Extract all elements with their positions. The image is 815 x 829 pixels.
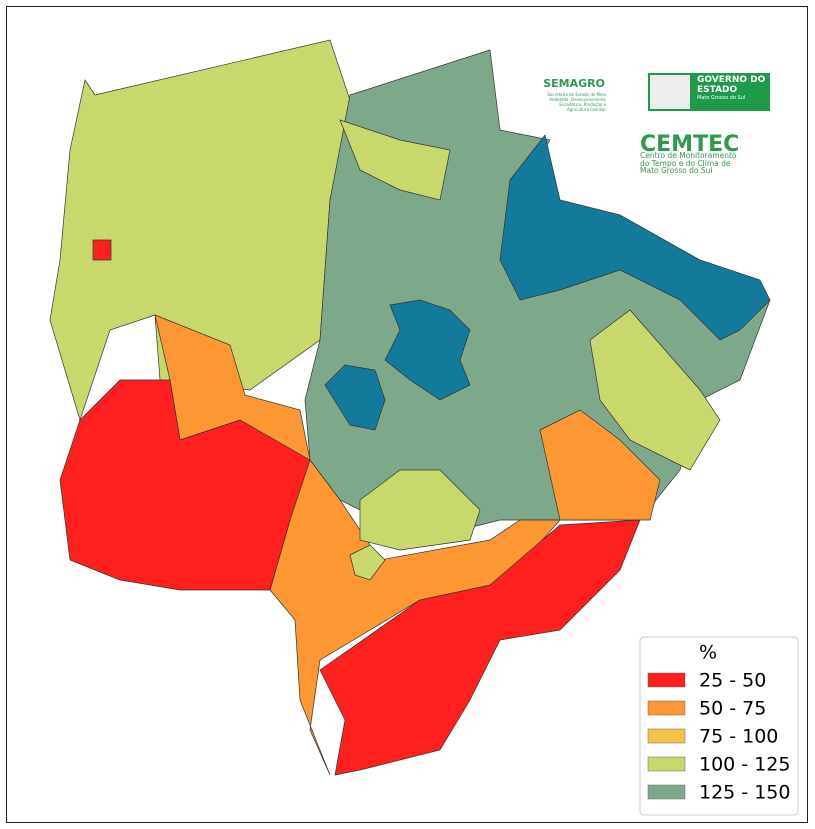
legend-label: 125 - 150 [699, 782, 790, 804]
region [59, 379, 311, 591]
legend-label: 100 - 125 [699, 754, 790, 776]
regions [49, 39, 771, 776]
region [324, 364, 386, 431]
region [359, 469, 481, 551]
legend-swatch [647, 728, 686, 744]
region [319, 519, 641, 776]
semagro-title: SEMAGRO [543, 77, 605, 90]
legend-label: 75 - 100 [699, 726, 778, 748]
legend-swatch [647, 756, 686, 772]
region [92, 239, 112, 261]
coat-of-arms [650, 75, 690, 109]
semagro-logo: SEMAGRO Secretaria de Estado de Meio Amb… [543, 73, 770, 175]
legend-swatch [647, 672, 686, 688]
region [339, 119, 451, 201]
cemtec-title: CEMTEC [640, 132, 739, 157]
region [589, 309, 721, 471]
legend-label: 50 - 75 [699, 698, 766, 720]
legend-title: % [699, 642, 717, 664]
governo-state: Mato Grosso do Sul [697, 95, 746, 101]
cemtec-subtitle: Centro de Monitoramento do Tempo e do Cl… [640, 152, 737, 175]
region [539, 409, 661, 521]
semagro-text-box: Secretaria de Estado de Meio Ambiente, D… [547, 92, 606, 112]
legend-swatch [647, 784, 686, 800]
governo-title: GOVERNO DO ESTADO [697, 75, 766, 95]
region [384, 299, 471, 401]
legend-label: 25 - 50 [699, 670, 766, 692]
region [349, 544, 386, 581]
legend: % 25 - 50 50 - 75 75 - 100 100 - 125 125 - 1… [639, 636, 799, 816]
cemtec-text-box: Centro de Monitoramento do Tempo e do Cl… [640, 152, 737, 175]
semagro-subtitle: Secretaria de Estado de Meio Ambiente, D… [547, 92, 606, 112]
legend-swatch [647, 700, 686, 716]
region [499, 134, 771, 341]
